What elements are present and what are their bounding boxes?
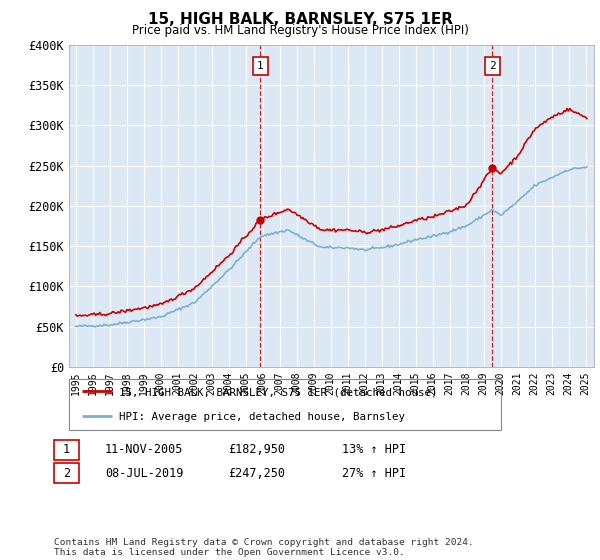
Text: £247,250: £247,250	[228, 466, 285, 480]
Text: 15, HIGH BALK, BARNSLEY, S75 1ER (detached house): 15, HIGH BALK, BARNSLEY, S75 1ER (detach…	[119, 388, 437, 398]
Text: 11-NOV-2005: 11-NOV-2005	[105, 443, 184, 456]
Text: 13% ↑ HPI: 13% ↑ HPI	[342, 443, 406, 456]
Text: 1: 1	[257, 60, 264, 71]
Text: £182,950: £182,950	[228, 443, 285, 456]
Text: 27% ↑ HPI: 27% ↑ HPI	[342, 466, 406, 480]
Text: HPI: Average price, detached house, Barnsley: HPI: Average price, detached house, Barn…	[119, 412, 404, 422]
Text: 1: 1	[63, 443, 70, 456]
Text: 2: 2	[63, 466, 70, 480]
Text: 2: 2	[489, 60, 496, 71]
Text: 15, HIGH BALK, BARNSLEY, S75 1ER: 15, HIGH BALK, BARNSLEY, S75 1ER	[148, 12, 452, 27]
Text: Contains HM Land Registry data © Crown copyright and database right 2024.
This d: Contains HM Land Registry data © Crown c…	[54, 538, 474, 557]
Text: Price paid vs. HM Land Registry's House Price Index (HPI): Price paid vs. HM Land Registry's House …	[131, 24, 469, 37]
Text: 08-JUL-2019: 08-JUL-2019	[105, 466, 184, 480]
